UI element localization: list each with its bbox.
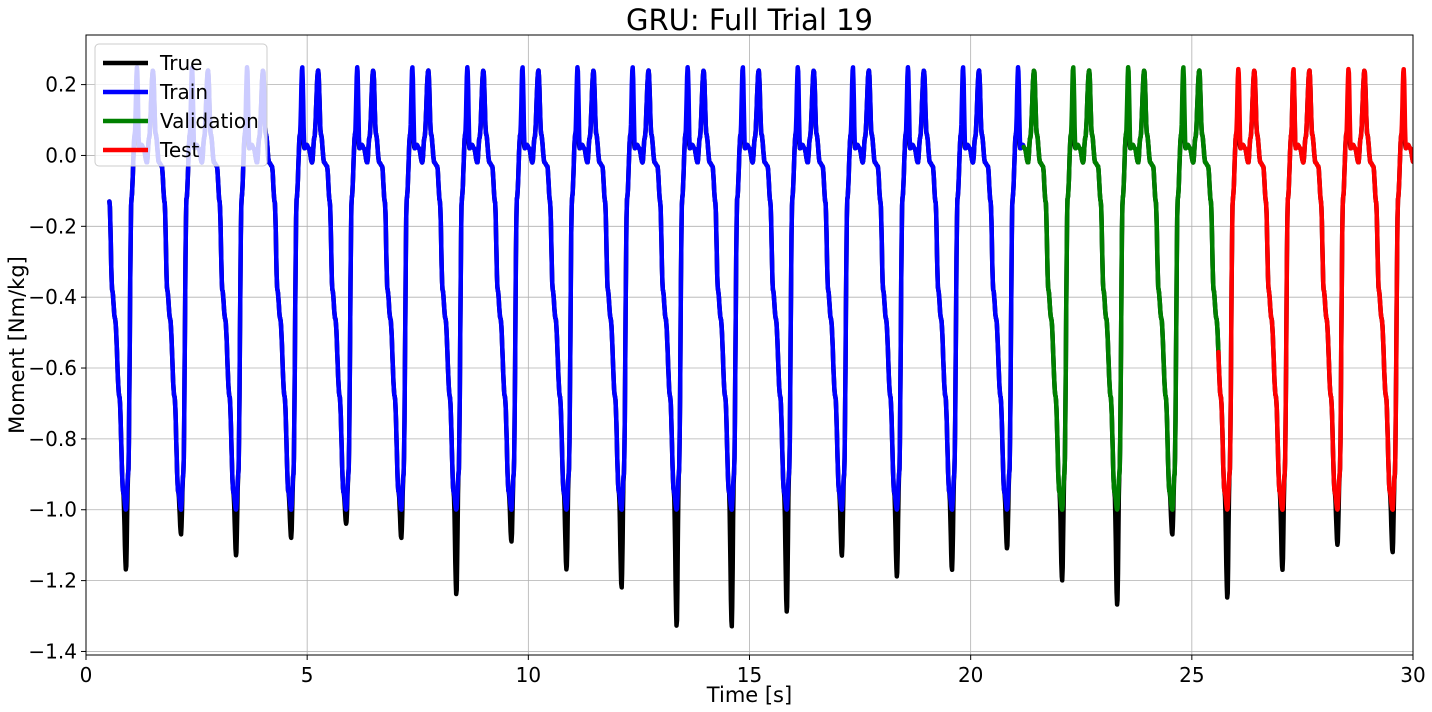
y-tick-label: −0.6	[28, 356, 77, 380]
y-tick-label: 0.0	[45, 143, 77, 167]
legend-label-true: True	[159, 51, 202, 75]
y-tick-label: −0.2	[28, 214, 77, 238]
y-tick-label: 0.2	[45, 73, 77, 97]
series-line-validation	[1021, 65, 1221, 512]
y-tick-label: −0.4	[28, 285, 77, 309]
x-tick-label: 0	[80, 663, 93, 687]
x-tick-label: 15	[737, 663, 762, 687]
y-tick-label: −1.2	[28, 569, 77, 593]
x-tick-label: 25	[1179, 663, 1204, 687]
axis-ticks: 0 5 10 15 20 25 30 −1.4 −1.2 −1.0 −0.8 −0.6 −0.4 −0.2…	[28, 73, 1425, 687]
legend-label-train: Train	[159, 80, 208, 104]
legend-label-test: Test	[159, 138, 200, 162]
x-tick-label: 30	[1400, 663, 1425, 687]
y-tick-label: −1.0	[28, 498, 77, 522]
legend: True Train Validation Test	[94, 43, 268, 167]
x-tick-label: 10	[516, 663, 541, 687]
y-axis-label: Moment [Nm/kg]	[5, 256, 29, 434]
legend-label-validation: Validation	[160, 109, 259, 133]
legend-frame	[94, 43, 268, 167]
series-line-test	[1216, 66, 1413, 512]
x-axis-label: Time [s]	[706, 683, 792, 707]
x-tick-label: 5	[301, 663, 314, 687]
y-tick-label: −0.8	[28, 427, 77, 451]
x-tick-label: 20	[958, 663, 983, 687]
y-tick-label: −1.4	[28, 639, 77, 663]
chart-title: GRU: Full Trial 19	[626, 3, 873, 37]
